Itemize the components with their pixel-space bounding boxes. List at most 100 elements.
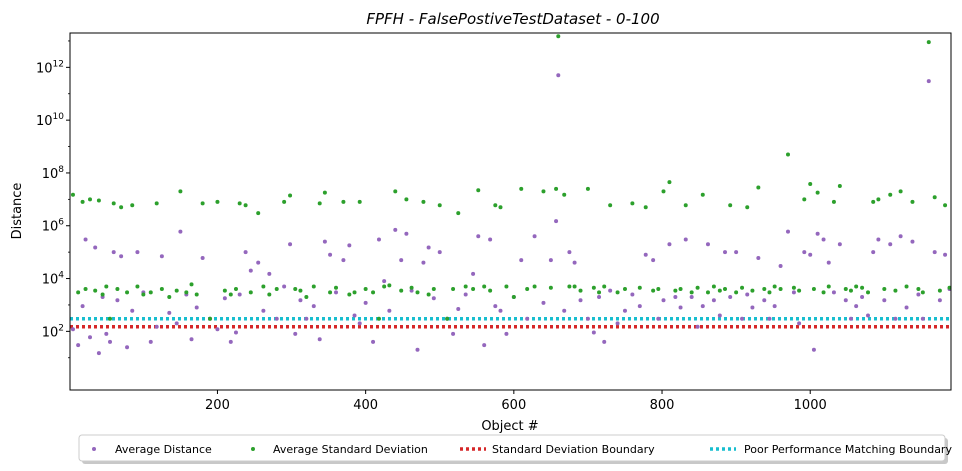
data-point-s0-25 [194, 305, 199, 310]
data-point-s1-118 [750, 288, 755, 293]
data-point-s0-17 [148, 339, 153, 344]
legend-label: Standard Deviation Boundary [492, 443, 655, 456]
data-point-s1-55 [376, 316, 381, 321]
data-point-s0-81 [532, 234, 537, 239]
data-point-s1-141 [876, 197, 881, 202]
data-point-s1-80 [525, 287, 530, 292]
data-point-s1-26 [200, 201, 205, 206]
data-point-s1-126 [797, 288, 802, 293]
data-point-s1-18 [154, 201, 159, 206]
data-point-s0-86 [562, 308, 567, 313]
data-point-s1-84 [554, 186, 559, 191]
data-point-s0-66 [437, 250, 442, 255]
data-point-s1-10 [111, 201, 116, 206]
data-point-s1-136 [848, 288, 853, 293]
data-point-s1-54 [371, 290, 376, 295]
data-point-s1-133 [831, 199, 836, 204]
data-point-s0-128 [808, 252, 813, 257]
data-point-s1-85 [556, 34, 561, 39]
data-point-s0-15 [135, 250, 140, 255]
data-point-s1-45 [317, 201, 322, 206]
data-point-s1-124 [785, 152, 790, 157]
data-point-s0-49 [341, 258, 346, 263]
data-point-s0-89 [578, 298, 583, 303]
y-tick-label: 108 [42, 165, 65, 182]
data-point-s0-56 [382, 279, 387, 284]
legend-label: Average Distance [115, 443, 212, 456]
data-point-s0-146 [904, 305, 909, 310]
data-point-s1-148 [916, 287, 921, 292]
data-point-s0-100 [651, 258, 656, 263]
data-point-s0-96 [622, 308, 627, 313]
data-point-s0-2 [80, 304, 85, 309]
data-point-s0-39 [282, 284, 287, 289]
data-point-s1-81 [532, 284, 537, 289]
y-axis-label: Distance [10, 183, 25, 240]
data-point-s1-20 [167, 294, 172, 299]
data-point-s1-41 [293, 287, 298, 292]
data-point-s1-8 [104, 284, 109, 289]
data-point-s0-38 [274, 316, 279, 321]
data-point-s1-28 [215, 199, 220, 204]
data-point-s1-143 [888, 192, 893, 197]
data-point-s1-138 [860, 285, 865, 290]
data-point-s0-143 [888, 242, 893, 247]
data-point-s1-17 [148, 290, 153, 295]
data-point-s0-50 [347, 243, 352, 248]
data-point-s1-115 [734, 290, 739, 295]
x-tick-label: 200 [205, 398, 230, 413]
data-point-s1-22 [178, 189, 183, 194]
data-point-s0-133 [831, 290, 836, 295]
data-point-s1-12 [119, 205, 124, 210]
data-point-s1-24 [189, 282, 194, 287]
data-point-s1-83 [548, 285, 553, 290]
data-point-s0-20 [167, 310, 172, 315]
data-point-s1-48 [334, 285, 339, 290]
data-point-s1-123 [778, 287, 783, 292]
data-point-s0-29 [222, 296, 227, 301]
data-point-s0-60 [404, 231, 409, 236]
data-point-s0-42 [298, 298, 303, 303]
data-point-s0-14 [130, 308, 135, 313]
data-point-s1-51 [352, 290, 357, 295]
data-point-s0-129 [811, 347, 816, 352]
data-point-s0-130 [815, 231, 820, 236]
data-point-s1-58 [393, 189, 398, 194]
data-point-s1-73 [482, 284, 487, 289]
data-point-s0-61 [409, 288, 414, 293]
data-point-s0-132 [826, 260, 831, 265]
plot-frame [69, 32, 952, 391]
data-point-s1-151 [932, 195, 937, 200]
data-point-s1-152 [937, 288, 942, 293]
x-axis: 200 400 600 800 1000 [205, 390, 827, 413]
data-point-s1-43 [304, 294, 309, 299]
data-point-s0-24 [189, 337, 194, 342]
y-tick-label: 104 [42, 271, 65, 288]
data-point-s1-88 [572, 284, 577, 289]
data-point-s0-135 [843, 298, 848, 303]
data-point-s1-87 [567, 284, 572, 289]
data-point-s0-105 [678, 305, 683, 310]
data-point-s0-141 [876, 237, 881, 242]
data-point-s1-71 [471, 287, 476, 292]
data-point-s0-94 [608, 288, 613, 293]
x-tick-label: 600 [501, 398, 526, 413]
data-point-s1-27 [208, 316, 213, 321]
data-point-s0-62 [415, 347, 420, 352]
data-point-s0-46 [322, 239, 327, 244]
data-point-s0-58 [393, 227, 398, 232]
data-point-s0-34 [248, 268, 253, 273]
data-point-s0-5 [93, 245, 98, 250]
data-point-s0-151 [932, 250, 937, 255]
data-point-s1-128 [808, 182, 813, 187]
data-point-s0-145 [898, 234, 903, 239]
data-point-s0-45 [317, 337, 322, 342]
data-point-s1-59 [399, 288, 404, 293]
data-point-s0-19 [159, 254, 164, 259]
data-point-s1-130 [815, 190, 820, 195]
chart-title: FPFH - FalsePostiveTestDataset - 0-100 [366, 10, 659, 28]
data-point-s0-69 [456, 307, 461, 312]
data-point-s1-154 [947, 285, 951, 290]
data-point-s1-30 [228, 292, 233, 297]
data-point-s0-59 [399, 258, 404, 263]
